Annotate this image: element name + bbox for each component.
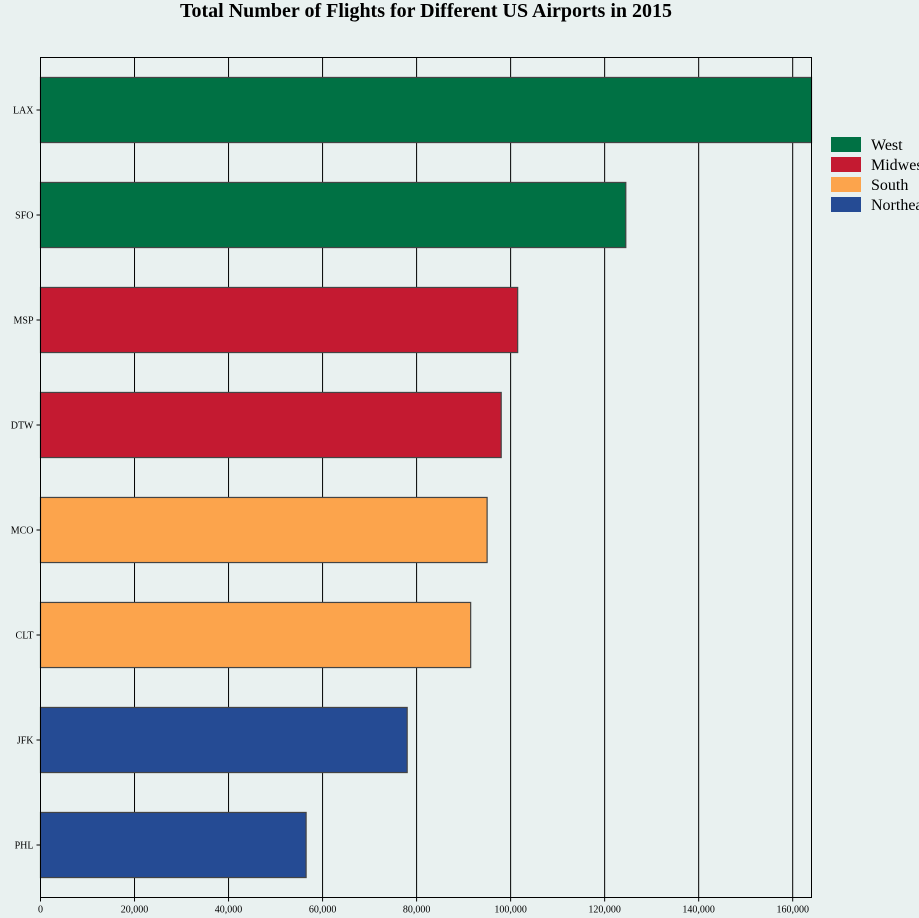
y-tick-label-msp: MSP — [13, 316, 33, 327]
bar-lax — [39, 76, 813, 144]
bar-dtw — [39, 391, 502, 459]
y-tick-label-mco: MCO — [11, 526, 34, 537]
bar-phl — [39, 811, 307, 879]
legend: West Midwest South Northeast — [831, 137, 919, 214]
x-tick-label-4: 80,000 — [403, 905, 431, 916]
plot-frame — [40, 57, 812, 898]
x-tick-label-6: 120,000 — [588, 905, 621, 916]
legend-swatch-midwest — [831, 157, 861, 172]
bar-msp — [39, 286, 519, 354]
legend-label-south: South — [871, 177, 908, 194]
legend-swatch-south — [831, 177, 861, 192]
legend-label-west: West — [871, 137, 903, 154]
bar-mco — [39, 496, 488, 564]
x-tick-label-1: 20,000 — [121, 905, 149, 916]
y-tick-label-clt: CLT — [16, 631, 34, 642]
y-tick-label-lax: LAX — [13, 106, 34, 117]
x-tick-label-2: 40,000 — [215, 905, 243, 916]
legend-label-northeast: Northeast — [871, 197, 919, 214]
y-tick-label-jfk: JFK — [17, 736, 34, 747]
y-tick-label-sfo: SFO — [15, 211, 33, 222]
bar-clt — [39, 601, 472, 669]
x-tick-label-0: 0 — [38, 905, 43, 916]
x-tick-label-8: 160,000 — [776, 905, 809, 916]
y-tick-label-phl: PHL — [15, 841, 34, 852]
x-tick-label-7: 140,000 — [682, 905, 715, 916]
bar-jfk — [39, 706, 408, 774]
legend-swatch-west — [831, 137, 861, 152]
legend-label-midwest: Midwest — [871, 157, 919, 174]
chart-title: Total Number of Flights for Different US… — [179, 0, 673, 22]
legend-swatch-northeast — [831, 197, 861, 212]
bar-sfo — [39, 181, 627, 249]
y-tick-label-dtw: DTW — [11, 421, 34, 432]
x-tick-label-5: 100,000 — [494, 905, 527, 916]
x-tick-label-3: 60,000 — [309, 905, 337, 916]
